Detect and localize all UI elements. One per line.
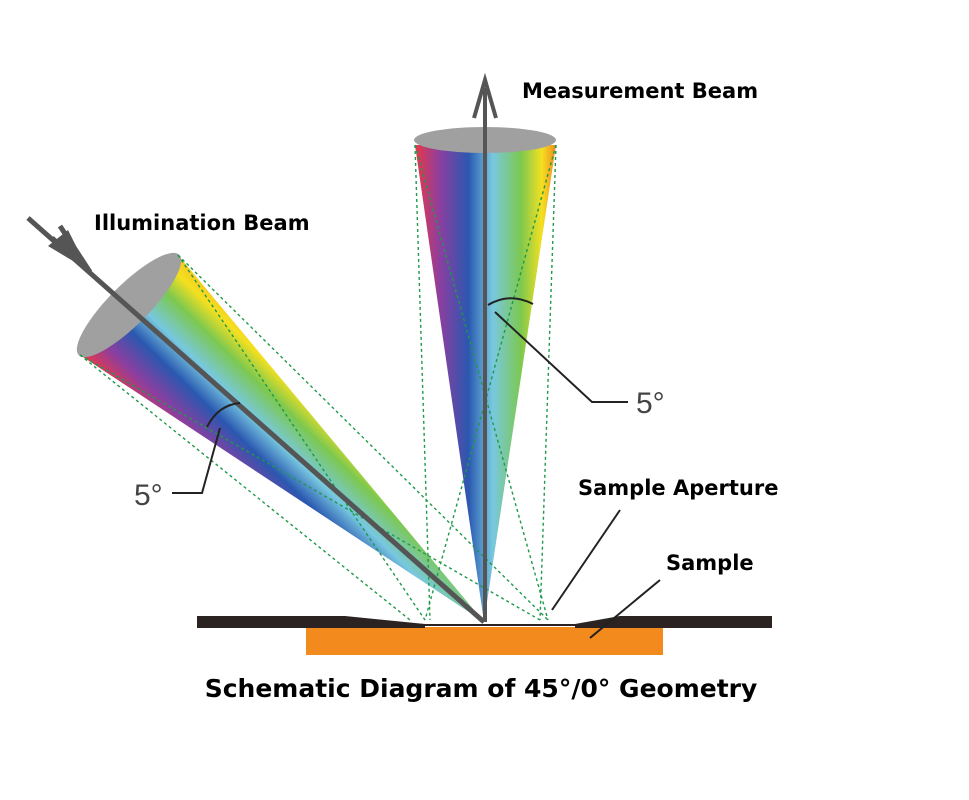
measurement-arrowhead [472,72,498,119]
callout-label: Sample Aperture [578,476,778,500]
angle-label: 5° [636,387,665,420]
angle-label: 5° [134,479,163,512]
beam-label: Measurement Beam [522,79,758,103]
illumination-arrowhead [50,224,93,274]
sample-holder [575,616,772,628]
illumination-axis [26,216,486,624]
beam-label: Illumination Beam [94,211,310,235]
leader-line [494,311,628,403]
caption: Schematic Diagram of 45°/0° Geometry [205,674,758,703]
leader-line [551,509,621,611]
leader-line [172,427,221,494]
angle-arc [206,402,241,428]
leader-line [589,579,661,639]
callout-label: Sample [666,551,754,575]
angle-arc [487,297,534,306]
sample [306,627,663,655]
sample-holder [197,616,425,628]
